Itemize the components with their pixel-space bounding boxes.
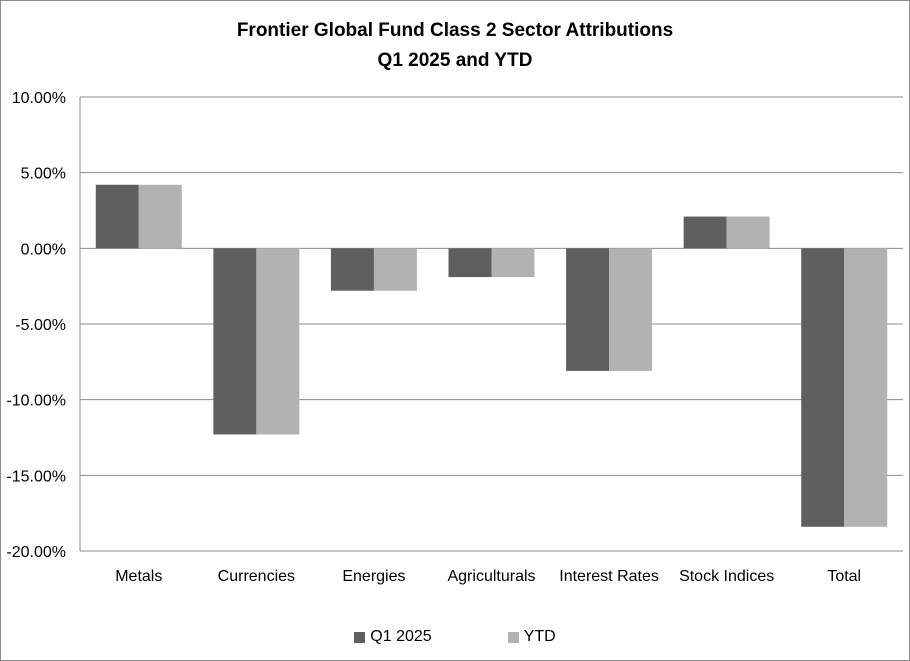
x-tick-label: Total — [827, 568, 861, 585]
y-tick-label: 5.00% — [21, 166, 66, 183]
y-tick-label: 0.00% — [21, 241, 66, 258]
chart-title: Frontier Global Fund Class 2 Sector Attr… — [236, 20, 674, 41]
x-tick-label: Interest Rates — [559, 568, 659, 585]
bar — [609, 248, 653, 371]
bar — [256, 248, 300, 435]
x-tick-label: Energies — [342, 568, 405, 585]
bar — [95, 184, 139, 249]
legend-label-q1: Q1 2025 — [370, 628, 432, 645]
bar — [844, 248, 888, 527]
y-tick-label: -5.00% — [15, 317, 66, 334]
legend-label-ytd: YTD — [523, 628, 556, 645]
x-tick-label: Metals — [115, 568, 162, 585]
chart-title-block: Frontier Global Fund Class 2 Sector Attr… — [0, 16, 910, 76]
x-tick-label: Stock Indices — [679, 568, 774, 585]
y-tick-label: -20.00% — [6, 544, 66, 561]
y-tick-label: 10.00% — [12, 90, 66, 107]
chart-subtitle: Q1 2025 and YTD — [377, 50, 533, 71]
x-tick-label: Currencies — [218, 568, 295, 585]
y-tick-label: -10.00% — [6, 393, 66, 410]
bar — [491, 248, 535, 278]
bar — [330, 248, 374, 291]
bar — [373, 248, 417, 291]
bar — [213, 248, 257, 435]
legend-swatch-q1 — [354, 631, 366, 643]
bar — [566, 248, 610, 371]
bar — [683, 216, 727, 249]
legend: Q1 2025 YTD — [0, 628, 910, 646]
bar — [801, 248, 845, 527]
x-tick-label: Agriculturals — [447, 568, 535, 585]
bar — [448, 248, 492, 278]
legend-swatch-ytd — [507, 631, 519, 643]
legend-item-q1: Q1 2025 — [354, 628, 432, 646]
bar — [138, 184, 182, 249]
y-tick-label: -15.00% — [6, 468, 66, 485]
bar — [726, 216, 770, 249]
legend-item-ytd: YTD — [507, 628, 556, 646]
